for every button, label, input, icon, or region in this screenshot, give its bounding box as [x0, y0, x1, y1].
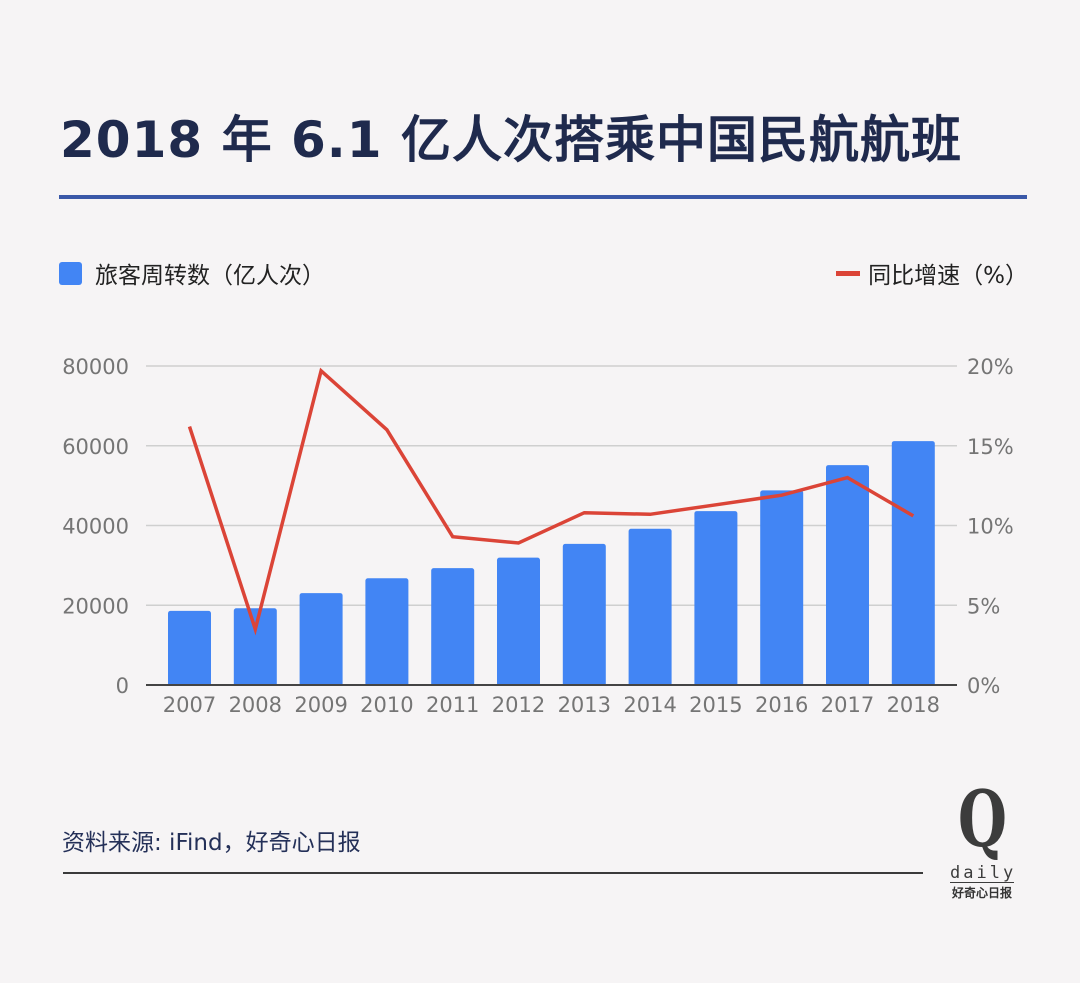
- left-tick-label: 20000: [62, 594, 129, 618]
- x-tick-label: 2012: [492, 693, 545, 717]
- x-tick-label: 2007: [163, 693, 216, 717]
- x-tick-label: 2015: [689, 693, 742, 717]
- bar-2018: [891, 441, 935, 686]
- logo-wordmark: daily: [950, 863, 1017, 883]
- bar-2013: [562, 543, 606, 686]
- legend-bar-label: 旅客周转数（亿人次）: [95, 263, 325, 289]
- left-tick-label: 40000: [62, 515, 129, 539]
- bar-2012: [497, 557, 540, 686]
- x-tick-label: 2014: [623, 693, 676, 717]
- x-axis-ticks: 2007 2008 2009 2010 2011 2012 2013 2014 2015 2016…: [163, 693, 940, 717]
- right-tick-label: 5%: [967, 594, 1000, 618]
- bar-series: [168, 441, 935, 686]
- x-tick-label: 2010: [360, 693, 413, 717]
- legend-line-label: 同比增速（%）: [868, 263, 1028, 289]
- q-logo-icon: Q: [958, 774, 1007, 865]
- bar-swatch-icon: [59, 261, 82, 285]
- x-tick-label: 2018: [887, 693, 940, 717]
- right-tick-label: 0%: [967, 674, 1000, 698]
- right-tick-label: 10%: [967, 515, 1014, 539]
- x-tick-label: 2016: [755, 693, 808, 717]
- left-tick-label: 80000: [62, 355, 129, 379]
- right-tick-label: 15%: [967, 435, 1014, 459]
- right-axis-ticks: 0% 5% 10% 15% 20%: [967, 355, 1014, 698]
- bar-2015: [694, 511, 738, 686]
- footer-divider: [63, 872, 923, 874]
- qdaily-logo: Q daily 好奇心日报: [944, 780, 1018, 902]
- x-tick-label: 2011: [426, 693, 479, 717]
- line-series: [187, 367, 915, 636]
- x-tick-label: 2017: [821, 693, 874, 717]
- left-axis-ticks: 0 20000 40000 60000 80000: [62, 355, 129, 698]
- bar-2008: [233, 608, 277, 686]
- chart-title: 2018 年 6.1 亿人次搭乘中国民航航班: [60, 111, 962, 169]
- bar-2014: [628, 528, 672, 686]
- source-note: 资料来源: iFind，好奇心日报: [62, 830, 361, 856]
- bar-2009: [299, 593, 343, 686]
- bar-2016: [760, 490, 804, 686]
- legend-bar-series: 旅客周转数（亿人次）: [59, 257, 325, 289]
- legend-line-series: 同比增速（%）: [836, 257, 1028, 289]
- left-tick-label: 60000: [62, 435, 129, 459]
- bar-2017: [826, 465, 869, 686]
- bar-2011: [431, 568, 475, 686]
- right-tick-label: 20%: [967, 355, 1014, 379]
- logo-cn-name: 好奇心日报: [951, 886, 1012, 900]
- x-tick-label: 2013: [558, 693, 611, 717]
- bar-2010: [365, 578, 409, 686]
- title-divider: [59, 195, 1027, 199]
- left-tick-label: 0: [116, 674, 129, 698]
- x-tick-label: 2008: [229, 693, 282, 717]
- x-tick-label: 2009: [294, 693, 347, 717]
- bar-2007: [168, 610, 211, 686]
- line-swatch-icon: [836, 270, 861, 276]
